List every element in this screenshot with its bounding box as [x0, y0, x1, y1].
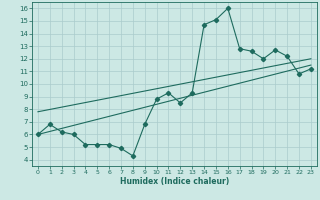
X-axis label: Humidex (Indice chaleur): Humidex (Indice chaleur): [120, 177, 229, 186]
